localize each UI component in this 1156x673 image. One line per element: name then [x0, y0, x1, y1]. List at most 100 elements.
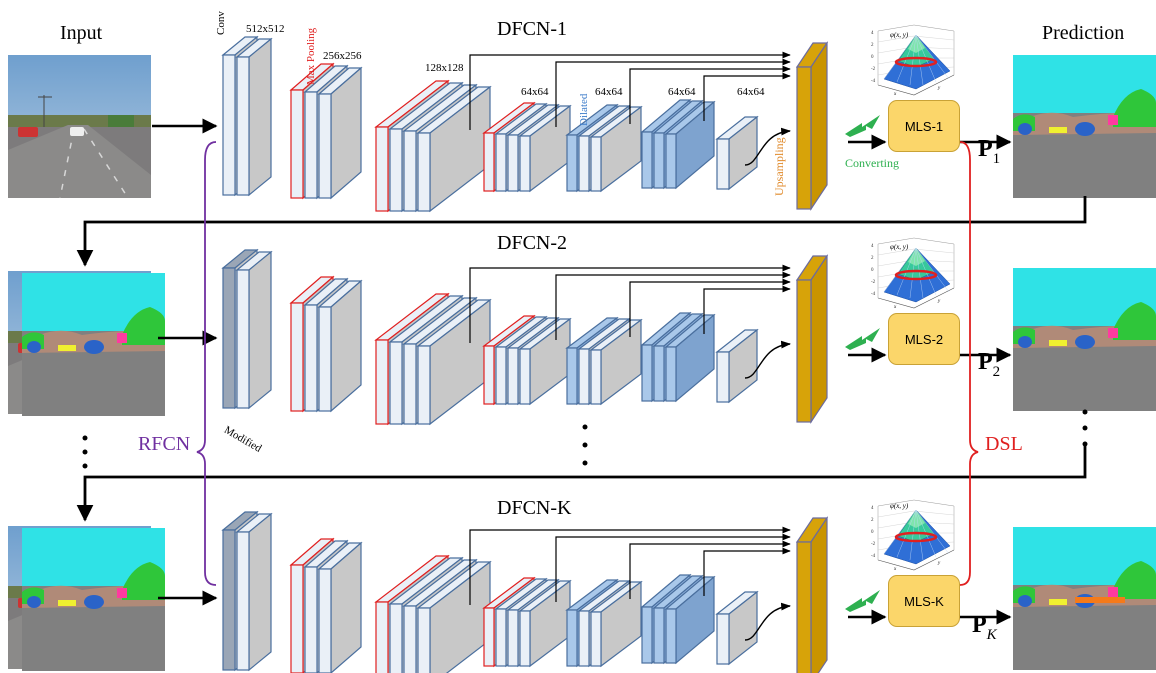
skip-connection: [469, 526, 791, 605]
mls-box-k: MLS-K: [888, 575, 960, 627]
conv-layer: [518, 317, 572, 406]
dilated-label: Dilated: [578, 93, 590, 126]
max-pooling-label: Max Pooling: [305, 27, 317, 85]
output-block: [715, 115, 759, 191]
skip-connection: [469, 264, 791, 343]
dilated-layer: [664, 575, 716, 665]
feedback-loop-1: [76, 196, 1087, 267]
upsampling-layer: [795, 41, 829, 211]
dsl-label: DSL: [985, 433, 1023, 455]
skip-connection: [629, 540, 791, 599]
conv-block-64: [482, 314, 572, 406]
pool-block: [289, 537, 363, 673]
stacked-input-2: [8, 271, 165, 416]
ellipsis-dot: [1082, 425, 1088, 431]
row-title-2: DFCN-2: [497, 232, 568, 254]
conv-block: [221, 248, 273, 410]
axis-y-label: y: [937, 299, 941, 304]
stack-segmap: [22, 273, 165, 416]
svg-text:-4: -4: [871, 554, 876, 559]
conv-block: [221, 35, 273, 197]
size-64-label-a: 64x64: [521, 86, 549, 98]
conv-block-64: [482, 576, 572, 668]
row-title-1: DFCN-1: [497, 18, 568, 40]
conv-layer: [589, 318, 643, 406]
dilated-block: [640, 573, 716, 665]
svg-text:-2: -2: [871, 67, 876, 72]
skip-connection: [555, 271, 791, 340]
converting-label: Converting: [845, 156, 899, 170]
dilated-block: [565, 103, 643, 193]
converting-icon: [845, 115, 880, 137]
rfcn-brace: [196, 141, 217, 586]
conv-block: [221, 510, 273, 672]
svg-text:-2: -2: [871, 280, 876, 285]
skip-connection: [469, 51, 791, 130]
conv-layer: [416, 298, 492, 426]
stack-segmap: [22, 528, 165, 671]
phi-label-2: φ(x, y): [890, 243, 909, 251]
svg-text:0: 0: [871, 268, 874, 273]
skip-connection: [629, 65, 791, 124]
svg-text:4: 4: [871, 244, 874, 249]
mls-label-1: MLS-1: [904, 118, 944, 134]
size-64-label-c: 64x64: [668, 86, 696, 98]
prediction-symbol-2: P2: [978, 349, 1001, 380]
svg-text:2: 2: [871, 256, 874, 261]
skip-connection: [555, 58, 791, 127]
conv-layer: [589, 580, 643, 668]
upsample-arrow: [744, 127, 791, 166]
output-layer: [715, 590, 759, 666]
conv-layer: [317, 541, 363, 673]
mls-box-2: MLS-2: [888, 313, 960, 365]
prediction-label: Prediction: [1042, 22, 1125, 44]
axis-x-label: x: [893, 92, 897, 97]
ellipsis-dot: [582, 424, 588, 430]
dilated-block: [565, 578, 643, 668]
size-512-label: 512x512: [246, 23, 285, 35]
conv-layer: [416, 560, 492, 673]
phi-label-1: φ(x, y): [890, 31, 909, 39]
converting-icon: [845, 328, 880, 350]
skip-connection: [703, 72, 791, 121]
conv-layer: [235, 512, 273, 672]
level-set-plot: 4 2 0 -2 -4 x y: [870, 237, 958, 310]
prediction-map-2: [1013, 268, 1156, 411]
upsample-arrow: [744, 602, 791, 641]
upsampling-block: [795, 254, 829, 424]
prediction-map-1: [1013, 55, 1156, 198]
skip-connection: [703, 285, 791, 334]
converting-icon: [845, 590, 880, 612]
output-layer: [715, 328, 759, 404]
prediction-symbol-k: PK: [972, 612, 997, 643]
conv-layer: [518, 579, 572, 668]
size-64-label-d: 64x64: [737, 86, 765, 98]
conv-block-64: [482, 101, 572, 193]
conv-layer: [518, 104, 572, 193]
output-layer: [715, 115, 759, 191]
ellipsis-dot: [1082, 441, 1088, 447]
conv-layer: [317, 66, 363, 200]
skip-connection: [703, 547, 791, 596]
conv-layer: [317, 279, 363, 413]
dfcn-row-2: 4 2 0 -2 -4 x y: [221, 237, 1012, 426]
ellipsis-dot: [582, 460, 588, 466]
conv-label: Conv: [215, 11, 227, 35]
mls-label-k: MLS-K: [904, 593, 944, 609]
dsl-brace: [959, 141, 979, 586]
svg-text:0: 0: [871, 55, 874, 60]
output-block: [715, 590, 759, 666]
axis-y-label: y: [937, 561, 941, 566]
axis-x-label: x: [893, 305, 897, 310]
conv-layer: [235, 250, 273, 410]
ellipsis-dot: [82, 435, 88, 441]
axis-x-label: x: [893, 567, 897, 572]
conv-block-128: [374, 79, 492, 213]
pool-block: [289, 275, 363, 413]
skip-connection: [629, 278, 791, 337]
output-block: [715, 328, 759, 404]
upsampling-block: [795, 41, 829, 211]
pool-block: [289, 62, 363, 200]
upsampling-block: [795, 516, 829, 673]
